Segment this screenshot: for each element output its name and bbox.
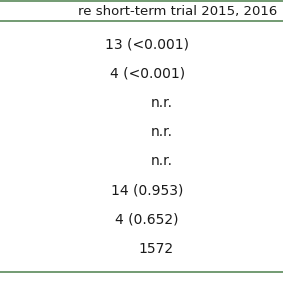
Text: n.r.: n.r. xyxy=(150,154,172,168)
Text: 4 (<0.001): 4 (<0.001) xyxy=(110,67,185,80)
Text: n.r.: n.r. xyxy=(150,125,172,139)
Text: n.r.: n.r. xyxy=(150,96,172,110)
Text: re short-term trial 2015, 2016: re short-term trial 2015, 2016 xyxy=(78,5,277,18)
Text: 13 (<0.001): 13 (<0.001) xyxy=(105,37,189,51)
Text: 14 (0.953): 14 (0.953) xyxy=(111,183,183,197)
Text: 4 (0.652): 4 (0.652) xyxy=(115,213,179,226)
Text: 1572: 1572 xyxy=(138,242,173,256)
